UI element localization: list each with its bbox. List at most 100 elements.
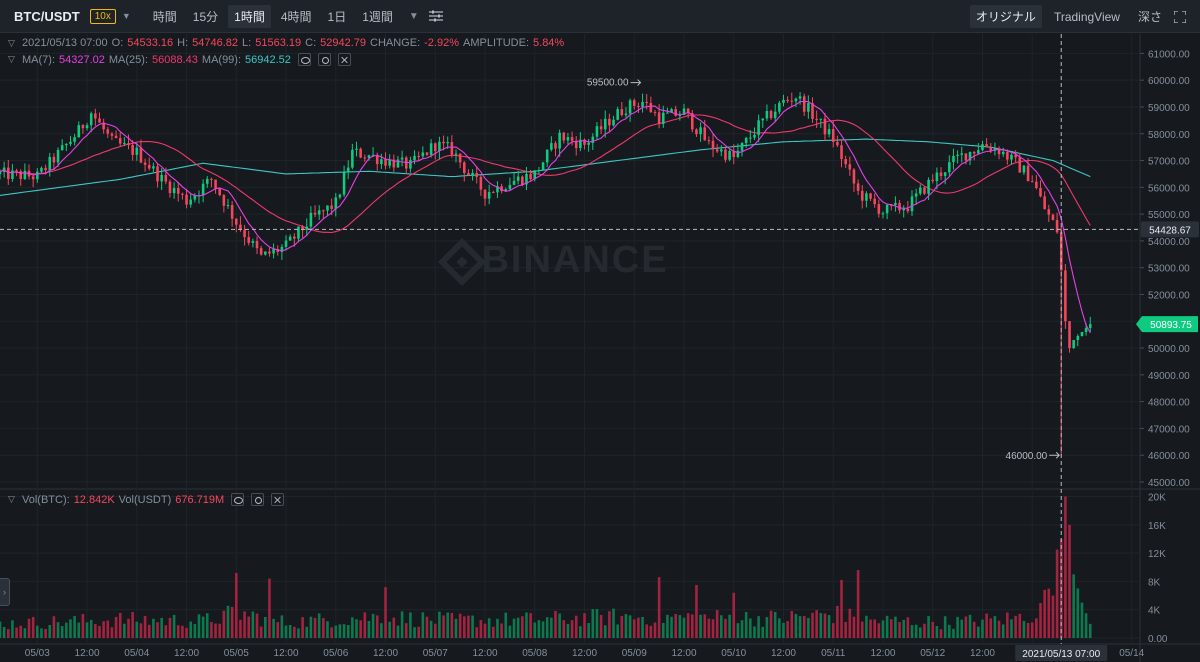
candle-body	[707, 140, 711, 142]
volume-bar	[927, 616, 930, 638]
close-icon[interactable]	[271, 493, 285, 506]
candle-body	[230, 205, 234, 219]
chart-settings-sliders-icon[interactable]	[428, 10, 443, 22]
candle-body	[827, 129, 831, 135]
time-tick-label: 12:00	[274, 648, 299, 659]
interval-1h[interactable]: 1時間	[228, 4, 271, 28]
candle-body	[446, 142, 449, 144]
view-original[interactable]: オリジナル	[969, 5, 1042, 28]
candle-body	[127, 143, 130, 146]
candle-body	[612, 119, 615, 126]
volume-bar	[645, 624, 648, 638]
candle-body	[413, 156, 416, 161]
candle-body	[222, 195, 226, 206]
volume-bar	[1022, 620, 1026, 638]
volume-bar	[65, 622, 68, 638]
volume-bar	[761, 626, 765, 638]
gear-icon[interactable]	[317, 53, 331, 66]
candle-body	[118, 138, 122, 144]
volume-bar	[380, 623, 383, 638]
volume-tick-label: 16K	[1148, 521, 1166, 532]
view-tradingview[interactable]: TradingView	[1053, 9, 1120, 24]
volume-bar	[351, 617, 354, 638]
close-icon[interactable]	[337, 53, 351, 66]
volume-bar	[533, 622, 537, 638]
candle-body	[483, 189, 487, 199]
candle-body	[728, 150, 731, 160]
candle-body	[819, 118, 823, 120]
candle-body	[326, 205, 329, 211]
volume-bar	[185, 627, 188, 638]
top-toolbar: BTC/USDT 10x ▼ 時間 15分 1時間 4時間 1日 1週間 ▼ オ…	[0, 0, 1200, 33]
candle-body	[877, 204, 881, 214]
price-tick-label: 59000.00	[1148, 103, 1190, 114]
collapse-chevron-icon[interactable]: ▽	[8, 54, 15, 64]
candle-body	[691, 113, 694, 130]
pair-title[interactable]: BTC/USDT	[14, 8, 80, 24]
interval-1d[interactable]: 1日	[327, 9, 347, 24]
volume-bar	[409, 612, 412, 638]
candle-body	[243, 229, 246, 238]
interval-15m[interactable]: 15分	[192, 9, 219, 24]
volume-bar	[181, 625, 184, 638]
volume-bar	[44, 628, 47, 638]
gear-icon[interactable]	[251, 493, 265, 506]
candle-body	[906, 208, 910, 212]
leverage-badge[interactable]: 10x	[89, 8, 116, 24]
volume-bar	[384, 587, 387, 638]
candle-body	[1055, 220, 1059, 233]
volume-legend: ▽ Vol(BTC): 12.842K Vol(USDT) 676.719M	[8, 493, 288, 506]
volume-bar	[898, 622, 901, 638]
binance-watermark: BINANCE	[481, 239, 668, 281]
view-depth[interactable]: 深さ	[1137, 10, 1162, 24]
volume-bar	[102, 621, 105, 638]
candle-body	[997, 148, 1001, 155]
interval-1w[interactable]: 1週間	[362, 9, 393, 24]
candle-body	[790, 100, 794, 102]
interval-time[interactable]: 時間	[152, 9, 177, 24]
volume-bar	[230, 606, 234, 638]
candle-body	[48, 156, 52, 171]
volume-bar	[902, 619, 905, 638]
collapse-chevron-icon[interactable]: ▽	[8, 494, 15, 504]
candle-body	[81, 125, 85, 129]
candle-body	[338, 194, 342, 198]
volume-bar	[566, 623, 570, 638]
candle-body	[952, 155, 955, 163]
volume-bar	[744, 612, 748, 638]
volume-bar	[504, 612, 508, 638]
volume-bar	[811, 612, 814, 638]
side-panel-handle[interactable]: ›	[0, 578, 10, 606]
interval-4h[interactable]: 4時間	[280, 9, 312, 24]
candle-body	[313, 212, 317, 215]
candle-body	[143, 162, 147, 165]
low-annotation-arrow	[1049, 451, 1060, 459]
candle-body	[1076, 336, 1080, 341]
eye-icon[interactable]	[297, 53, 311, 66]
low-label: L:	[242, 37, 252, 49]
eye-icon[interactable]	[231, 493, 245, 506]
collapse-chevron-icon[interactable]: ▽	[8, 37, 15, 48]
volume-bar	[36, 625, 39, 638]
crosshair-price-label: 54428.67	[1149, 225, 1191, 236]
candle-body	[239, 224, 242, 230]
volume-bar	[1030, 622, 1034, 638]
volume-bar	[1080, 602, 1084, 638]
volume-bar	[247, 616, 251, 638]
candle-body	[181, 193, 184, 195]
volume-bar	[977, 626, 980, 638]
candle-body	[798, 96, 802, 99]
volume-bar	[429, 620, 433, 638]
candle-body	[674, 109, 677, 116]
volume-bar	[724, 618, 727, 638]
candle-body	[1068, 321, 1071, 349]
candle-body	[931, 179, 935, 182]
pair-dropdown-caret-icon[interactable]: ▼	[121, 11, 131, 21]
more-intervals-caret-icon[interactable]: ▼	[408, 10, 419, 22]
volume-bar	[355, 619, 358, 638]
candle-body	[802, 96, 806, 112]
candle-body	[492, 192, 495, 194]
volume-bar	[732, 592, 736, 638]
time-tick-label: 05/04	[124, 648, 149, 659]
